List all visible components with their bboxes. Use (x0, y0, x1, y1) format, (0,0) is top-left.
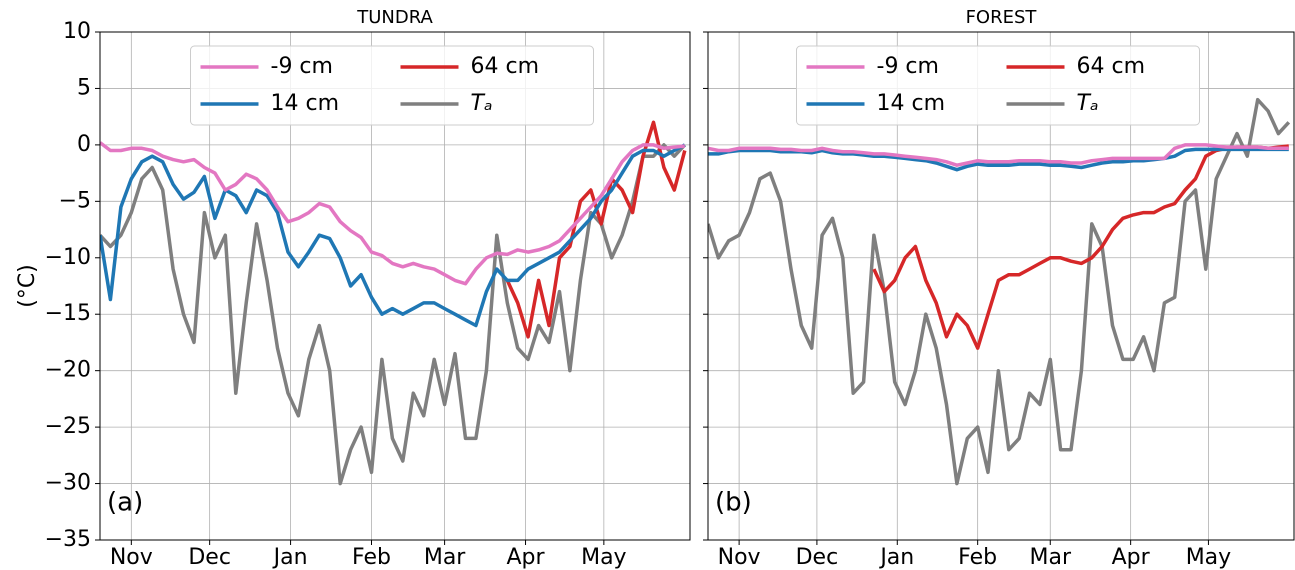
legend-label: Tₐ (1077, 91, 1099, 116)
panel-label: (a) (107, 488, 143, 518)
x-tick-label: Jan (272, 545, 308, 570)
x-tick-label: Dec (796, 545, 839, 570)
series-line (100, 141, 685, 286)
x-tick-label: Dec (188, 545, 231, 570)
legend-label: 64 cm (471, 54, 540, 79)
x-tick-label: Nov (110, 545, 153, 570)
x-tick-label: Apr (506, 545, 545, 570)
x-tick-label: Jan (878, 545, 914, 570)
legend-label: 64 cm (1077, 54, 1146, 79)
x-tick-label: May (581, 545, 626, 570)
legend-box (796, 45, 1200, 126)
series-line (872, 144, 1289, 350)
y-tick-label: 10 (63, 19, 91, 44)
x-tick-label: May (1186, 545, 1231, 570)
y-tick-label: 0 (77, 132, 91, 157)
y-tick-label: −25 (45, 414, 91, 439)
y-tick-label: −20 (45, 358, 91, 383)
panel-label: (b) (715, 488, 752, 518)
series-line (100, 143, 687, 486)
y-tick-label: −30 (45, 471, 91, 496)
legend-label: -9 cm (271, 54, 333, 79)
x-tick-label: Apr (1112, 545, 1151, 570)
subplot-title: FOREST (966, 7, 1038, 28)
y-tick-label: −35 (45, 527, 91, 552)
legend-label: -9 cm (877, 54, 939, 79)
y-axis-label: (°C) (15, 264, 40, 308)
legend-label: Tₐ (471, 91, 493, 116)
x-tick-label: Nov (718, 545, 761, 570)
x-tick-label: Mar (424, 545, 466, 570)
legend-label: 14 cm (877, 91, 946, 116)
y-tick-label: −5 (59, 188, 91, 213)
y-tick-label: −10 (45, 245, 91, 270)
x-tick-label: Mar (1030, 545, 1072, 570)
x-tick-label: Feb (958, 545, 997, 570)
legend-box (190, 45, 594, 126)
series-line (100, 143, 686, 328)
subplot-title: TUNDRA (356, 7, 433, 28)
plot-frame (707, 31, 1295, 541)
series-line (708, 143, 1289, 167)
series-line (708, 97, 1291, 486)
y-tick-label: 5 (77, 75, 91, 100)
legend-label: 14 cm (271, 91, 340, 116)
plot-frame (99, 31, 691, 541)
y-tick-label: −15 (45, 301, 91, 326)
x-tick-label: Feb (352, 545, 391, 570)
